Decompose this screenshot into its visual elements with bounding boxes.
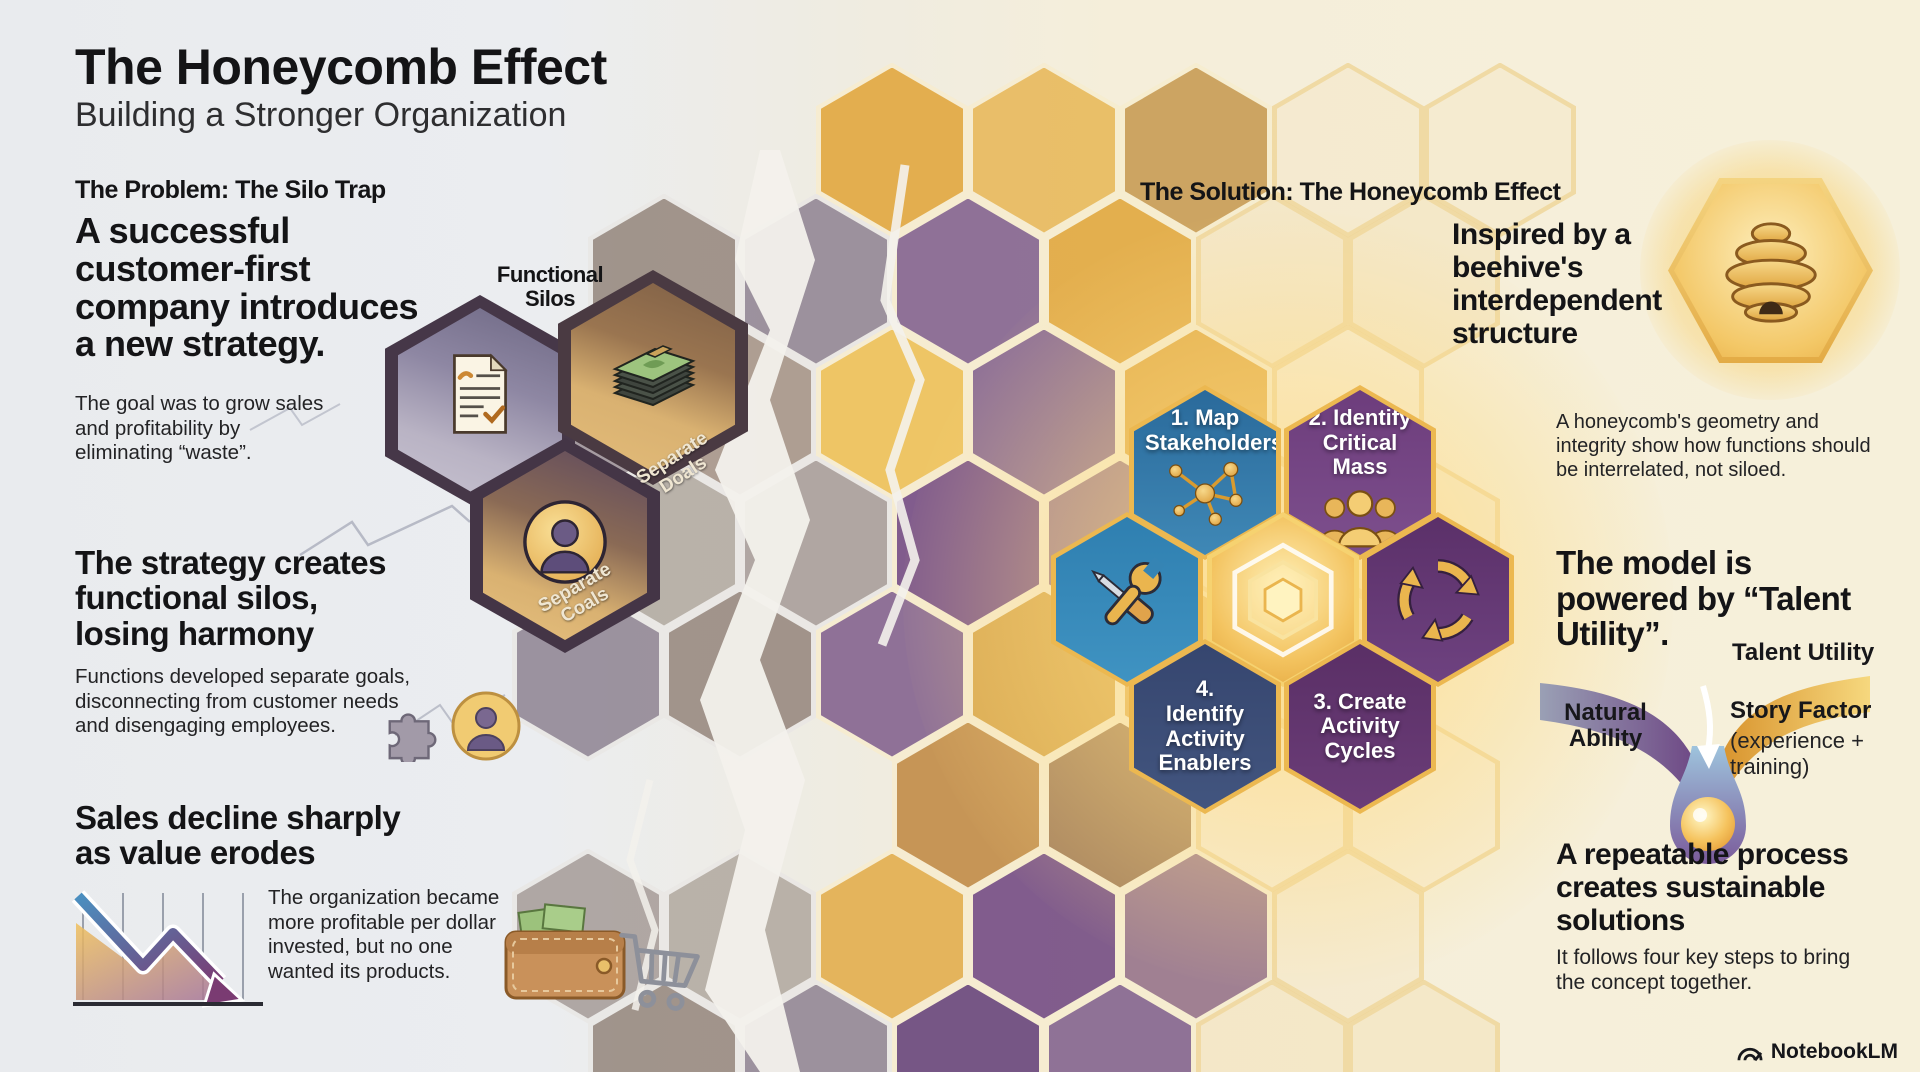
story-factor-sub: (experience + training) <box>1730 728 1864 779</box>
shopping-cart-icon <box>619 932 700 1011</box>
honeycomb-cell-face <box>1277 853 1419 1019</box>
stakeholder-network-icon <box>1169 462 1243 527</box>
problem-statement-3: Sales decline sharply as value erodes <box>75 799 401 872</box>
problem-body-2: Functions developed separate goals, disc… <box>75 665 411 738</box>
brand-footer: NotebookLM <box>1736 1040 1898 1064</box>
problem-statement-1: A successful customer-first company intr… <box>75 210 419 365</box>
activity-cycle-icon <box>1397 558 1480 642</box>
silo-cluster: Functional Silos <box>380 255 800 735</box>
inspired-heading: Inspired by a beehive's interdependent s… <box>1452 218 1662 350</box>
honeycomb-cell <box>1424 62 1576 238</box>
honeycomb-cell-face <box>1201 198 1343 364</box>
talent-utility-label: Talent Utility <box>1732 639 1875 666</box>
document-icon <box>453 352 508 434</box>
disengaged-person-icon <box>451 691 521 761</box>
step-4-label: 4. Identify Activity Enablers <box>1158 676 1252 776</box>
step-1-label: 1. Map Stakeholders <box>1145 405 1284 455</box>
puzzle-icon <box>388 713 437 762</box>
solution-cluster: 1. Map Stakeholders <box>1040 370 1530 840</box>
honeycomb-gem-icon <box>1232 541 1334 658</box>
step-3-label: 3. Create Activity Cycles <box>1313 688 1407 763</box>
honeycomb-cell-face <box>1277 67 1419 233</box>
honeycomb-cell-face <box>1429 67 1571 233</box>
inspired-body: A honeycomb's geometry and integrity sho… <box>1556 411 1871 481</box>
page-subtitle: Building a Stronger Organization <box>75 96 567 134</box>
step-2-label: 2. Identify Critical Mass <box>1308 405 1412 480</box>
solution-heading: The Solution: The Honeycomb Effect <box>1140 178 1561 206</box>
page-title: The Honeycomb Effect <box>75 39 607 95</box>
problem-body-1: The goal was to grow sales and profitabi… <box>75 392 324 465</box>
functional-silos-label: Functional Silos <box>496 262 604 312</box>
problem-body-3: The organization became more profitable … <box>268 886 500 983</box>
beehive-icon <box>1724 221 1817 323</box>
brand-name: NotebookLM <box>1770 1040 1898 1063</box>
money-stack-icon <box>612 344 696 406</box>
problem-statement-2: The strategy creates functional silos, l… <box>75 544 387 652</box>
honeycomb-cell-face <box>1125 67 1267 233</box>
honeycomb-cell <box>1120 62 1272 238</box>
repeatable-heading: A repeatable process creates sustainable… <box>1556 838 1849 937</box>
declining-chart-icon <box>71 890 263 1008</box>
beehive-badge-face <box>1674 184 1867 357</box>
step-hex-3-face: 3. Create Activity Cycles <box>1289 644 1431 809</box>
silo-hex-money <box>558 270 748 485</box>
step-hex-4-face: 4. Identify Activity Enablers <box>1134 644 1276 809</box>
wallet-icon <box>504 903 626 1000</box>
notebooklm-icon <box>1737 1047 1763 1062</box>
siloed-person-icon <box>523 499 607 584</box>
problem-heading: The Problem: The Silo Trap <box>75 176 386 204</box>
story-factor-label: Story Factor <box>1730 697 1872 724</box>
natural-ability-label: Natural Ability <box>1564 699 1647 752</box>
repeatable-body: It follows four key steps to bring the c… <box>1556 946 1851 995</box>
honeycomb-cell-face <box>1125 853 1267 1019</box>
tools-icon <box>1091 556 1165 625</box>
honeycomb-cell-face <box>821 67 963 233</box>
